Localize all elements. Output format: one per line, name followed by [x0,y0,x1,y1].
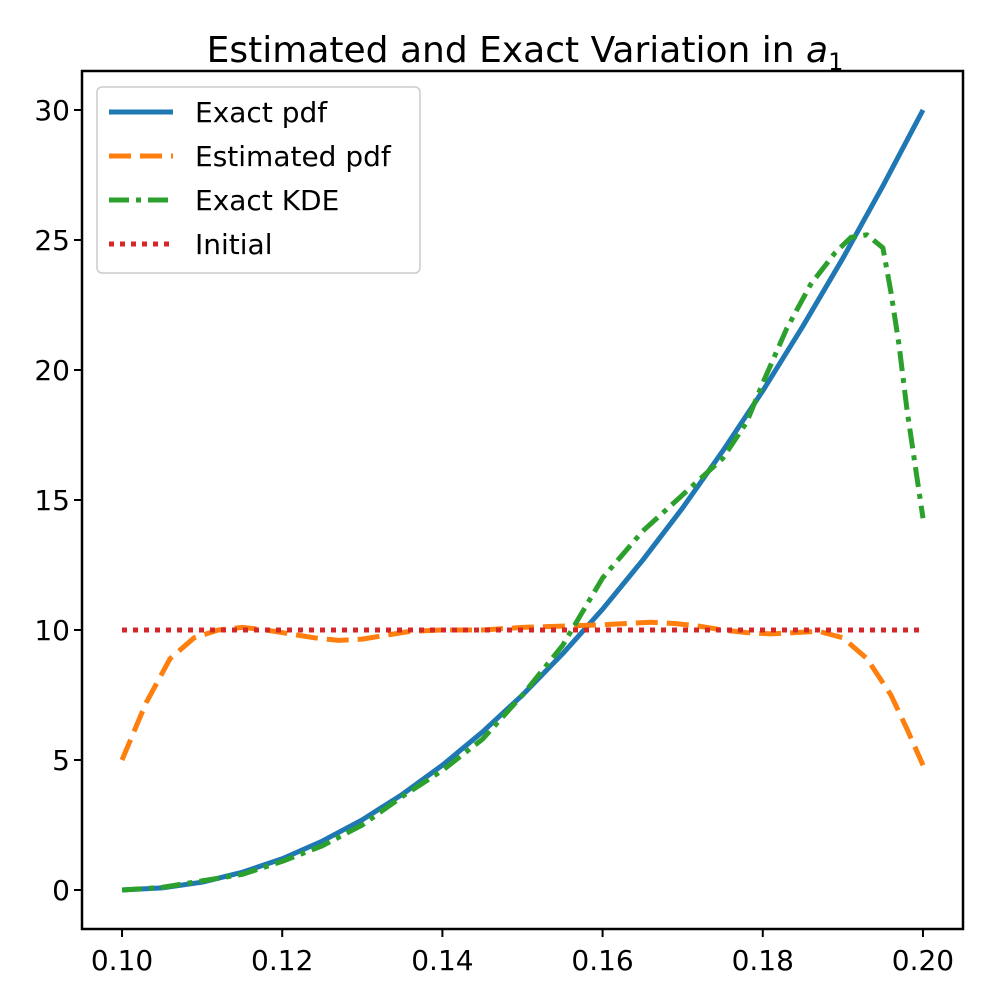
chart-title-math-subscript: 1 [828,48,843,76]
chart-title-text: Estimated and Exact Variation in [207,30,806,71]
axes-layer: 0.10 0.12 0.14 0.16 0.18 0.20 0 5 10 15 20 25 30 [34,69,965,977]
x-tick-label: 0.10 [91,944,153,977]
y-tick-label: 0 [52,874,70,907]
y-tick-label: 10 [34,614,70,647]
y-tick-label: 25 [34,224,70,257]
x-tick-label: 0.14 [411,944,473,977]
y-tick-label: 20 [34,354,70,387]
legend-box [96,86,421,274]
x-tick-label: 0.16 [571,944,633,977]
legend-label-estimated-pdf: Estimated pdf [195,140,392,173]
x-tick-label: 0.18 [732,944,794,977]
x-tick-label: 0.12 [251,944,313,977]
chart-title: Estimated and Exact Variation in a1 [207,30,844,76]
legend-label-exact-kde: Exact KDE [195,184,339,217]
y-tick-label: 15 [34,484,70,517]
legend-label-initial: Initial [195,228,272,261]
legend-label-exact-pdf: Exact pdf [195,96,328,129]
x-tick-label: 0.20 [892,944,954,977]
chart-title-math: a [806,30,828,71]
series-line-exact-kde [121,232,926,893]
series-layer [119,108,926,893]
y-tick-label: 30 [34,94,70,127]
y-tick-label: 5 [52,744,70,777]
legend: Exact pdf Estimated pdf Exact KDE Initial [96,86,421,274]
